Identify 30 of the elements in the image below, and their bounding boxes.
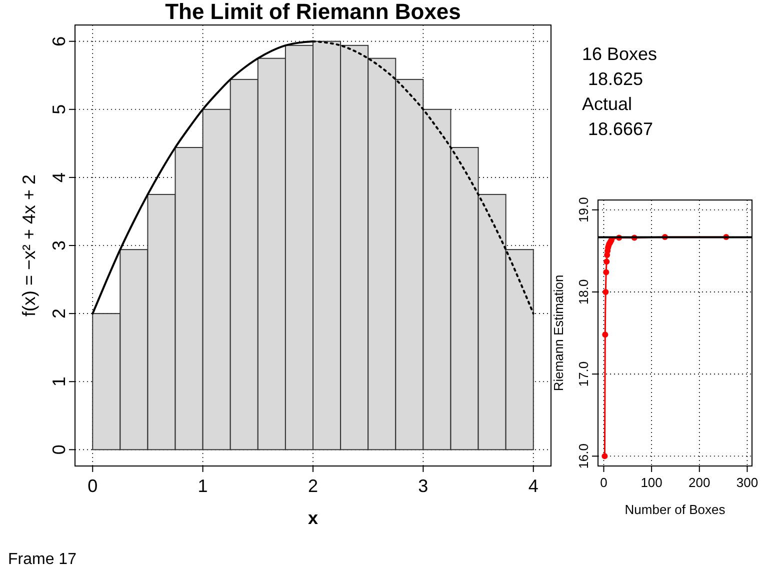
x-tick-label: 0 xyxy=(600,475,608,490)
y-tick-label: 0 xyxy=(49,444,69,455)
x-axis-title: Number of Boxes xyxy=(624,502,726,517)
y-tick-label: 19.0 xyxy=(576,197,591,223)
x-tick-label: 0 xyxy=(88,476,98,496)
text: Frame 17 xyxy=(8,551,77,568)
x-tick-label: 1 xyxy=(198,476,208,496)
y-tick-label: 4 xyxy=(49,172,69,182)
x-tick-label: 2 xyxy=(308,476,318,496)
y-tick-label: 6 xyxy=(49,36,69,46)
y-axis-title: Riemann Estimation xyxy=(551,274,566,392)
y-tick-label: 1 xyxy=(49,376,69,387)
x-tick-label: 300 xyxy=(736,475,758,490)
text: 16 Boxes xyxy=(582,44,658,64)
y-tick-label: 17.0 xyxy=(576,361,591,387)
x-tick-label: 200 xyxy=(688,475,710,490)
x-tick-label: 4 xyxy=(528,476,538,496)
y-tick-label: 2 xyxy=(49,308,69,319)
chart-title: The Limit of Riemann Boxes xyxy=(165,0,461,24)
text: 18.625 xyxy=(588,69,644,89)
text: 18.6667 xyxy=(588,119,654,139)
y-tick-label: 3 xyxy=(49,240,69,251)
y-tick-label: 5 xyxy=(49,104,69,114)
x-axis-title: x xyxy=(308,508,318,528)
y-tick-label: 16.0 xyxy=(576,443,591,469)
x-tick-label: 100 xyxy=(640,475,662,490)
y-axis-title: f(x) = −x² + 4x + 2 xyxy=(19,174,39,317)
y-tick-label: 18.0 xyxy=(576,279,591,305)
text: Actual xyxy=(582,94,632,114)
x-tick-label: 3 xyxy=(418,476,428,496)
